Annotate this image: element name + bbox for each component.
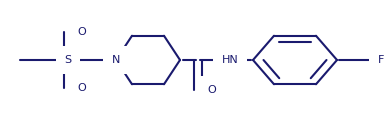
Text: O: O — [77, 27, 86, 37]
Text: S: S — [64, 55, 71, 65]
Text: HN: HN — [222, 55, 238, 65]
Text: N: N — [112, 55, 120, 65]
Text: O: O — [77, 83, 86, 93]
Text: F: F — [378, 55, 385, 65]
Text: O: O — [207, 85, 216, 95]
